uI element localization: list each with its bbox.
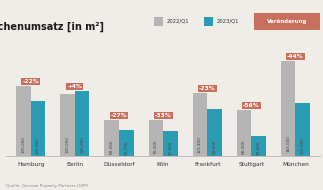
Bar <box>163 131 178 156</box>
Text: 39.000: 39.000 <box>257 141 261 155</box>
Text: Flächenumsatz [in m²]: Flächenumsatz [in m²] <box>0 21 104 32</box>
Text: 121.300: 121.300 <box>198 137 202 153</box>
Bar <box>207 109 222 156</box>
Text: 102.000: 102.000 <box>301 137 305 154</box>
Text: -23%: -23% <box>199 86 216 91</box>
Bar <box>31 101 45 156</box>
Bar <box>281 61 296 156</box>
FancyBboxPatch shape <box>154 17 163 26</box>
Text: 2023/Q1: 2023/Q1 <box>216 19 239 24</box>
Bar <box>296 103 310 156</box>
Text: -56%: -56% <box>243 103 260 108</box>
Text: 183.000: 183.000 <box>286 135 290 152</box>
Text: 90.000: 90.000 <box>213 140 216 154</box>
Text: 50.700: 50.700 <box>124 140 128 155</box>
Bar <box>16 86 31 156</box>
Bar <box>119 130 133 156</box>
Bar <box>60 94 75 156</box>
Text: 70.000: 70.000 <box>154 140 158 154</box>
Text: -33%: -33% <box>155 113 172 118</box>
Bar <box>251 136 266 156</box>
FancyBboxPatch shape <box>204 17 213 26</box>
Text: 88.000: 88.000 <box>242 140 246 154</box>
Text: -22%: -22% <box>22 79 39 84</box>
Text: Quelle: German Property Partners (GPP): Quelle: German Property Partners (GPP) <box>6 184 89 188</box>
Text: 47.000: 47.000 <box>168 141 172 155</box>
Text: 105.000: 105.000 <box>36 137 40 154</box>
Text: 69.200: 69.200 <box>110 140 114 154</box>
Bar <box>75 91 89 156</box>
Text: -44%: -44% <box>287 54 304 59</box>
Text: 135.000: 135.000 <box>21 136 26 153</box>
Bar <box>237 110 251 156</box>
FancyBboxPatch shape <box>254 13 320 30</box>
Text: 120.000: 120.000 <box>66 136 69 153</box>
Text: 125.000: 125.000 <box>80 136 84 153</box>
Bar <box>104 120 119 156</box>
Text: -27%: -27% <box>110 113 127 118</box>
Bar <box>149 120 163 156</box>
Text: 2022/Q1: 2022/Q1 <box>166 19 189 24</box>
Bar <box>193 93 207 156</box>
Text: Veränderung: Veränderung <box>267 19 307 24</box>
Text: +4%: +4% <box>68 84 82 89</box>
